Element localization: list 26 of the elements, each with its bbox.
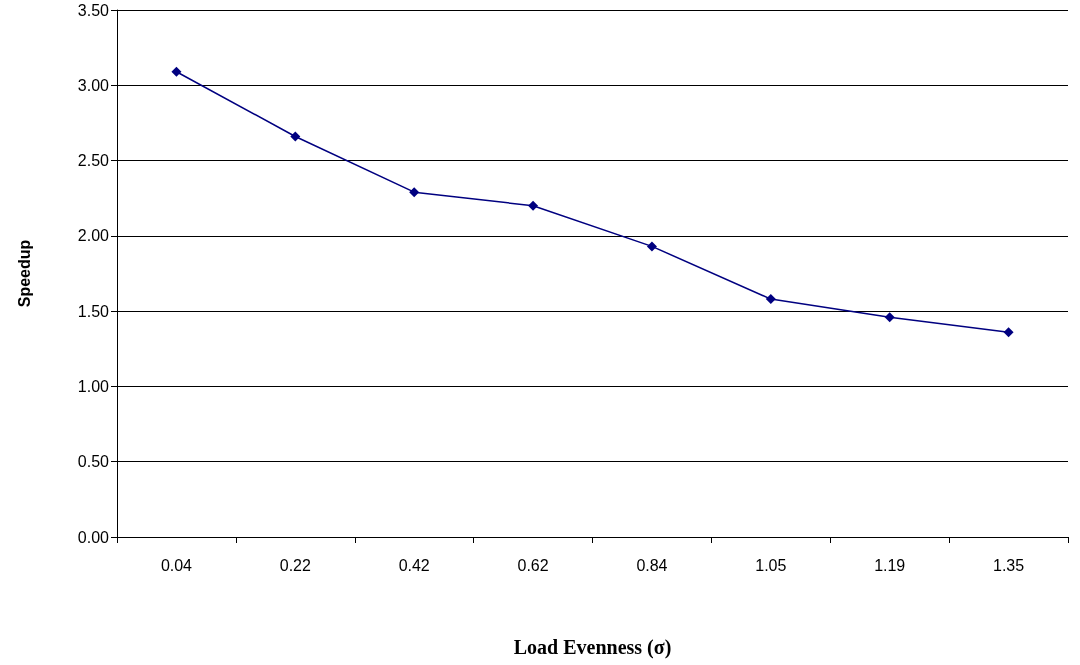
- point: [171, 66, 182, 77]
- y-tick-label: 3.50: [77, 1, 110, 19]
- x-tick-label: 1.19: [874, 556, 906, 574]
- point: [884, 312, 895, 323]
- point: [646, 241, 657, 252]
- point: [1003, 327, 1014, 338]
- y-tick-label: 0.50: [77, 453, 110, 471]
- x-tick-label: 0.84: [636, 556, 668, 574]
- y-tick-label: 1.00: [77, 377, 110, 395]
- y-tick-label: 1.50: [77, 302, 110, 320]
- point: [290, 131, 301, 142]
- x-tick-label: 1.05: [755, 556, 787, 574]
- y-axis-title: Speedup: [15, 239, 33, 308]
- x-tick-label: 1.35: [992, 556, 1025, 574]
- x-tick-label: 0.62: [517, 556, 549, 574]
- point: [528, 200, 539, 211]
- x-tick-label: 0.42: [398, 556, 430, 574]
- x-tick-label: 0.04: [160, 556, 193, 574]
- y-tick-label: 2.00: [77, 227, 110, 245]
- x-axis-title: Load Evenness (σ): [513, 636, 672, 659]
- y-tick-label: 3.00: [77, 76, 110, 94]
- y-tick-label: 2.50: [77, 152, 110, 170]
- point: [765, 294, 776, 305]
- y-tick-label: 0.00: [77, 528, 110, 546]
- point: [409, 187, 420, 198]
- x-tick-label: 0.22: [279, 556, 311, 574]
